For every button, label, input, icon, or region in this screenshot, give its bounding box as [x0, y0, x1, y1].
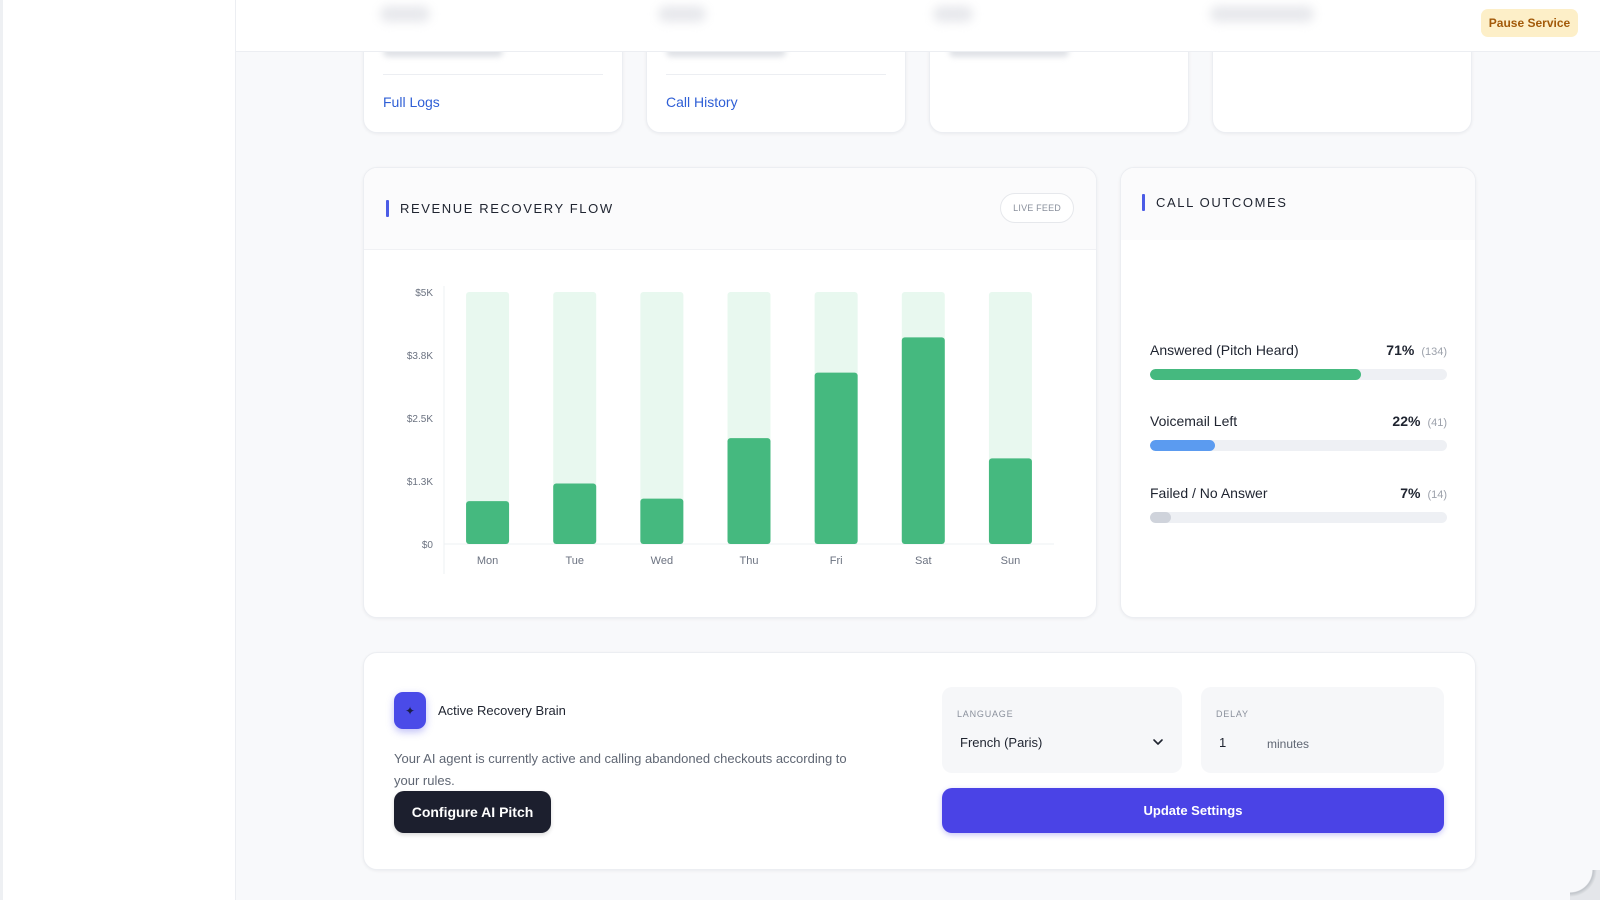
language-select[interactable]: LANGUAGE French (Paris): [942, 687, 1182, 773]
delay-field[interactable]: DELAY 1 minutes: [1201, 687, 1444, 773]
language-value: French (Paris): [960, 735, 1043, 750]
blurred-header-label: [380, 6, 430, 22]
chart-header: REVENUE RECOVERY FLOW LIVE FEED: [364, 168, 1096, 250]
section-title: REVENUE RECOVERY FLOW: [386, 200, 614, 217]
revenue-title: REVENUE RECOVERY FLOW: [400, 201, 614, 216]
divider: [383, 74, 603, 75]
x-tick-label: Tue: [565, 555, 584, 567]
progress-track: [1150, 440, 1447, 451]
capacity-bar: [640, 292, 684, 544]
live-feed-badge: LIVE FEED: [1000, 193, 1074, 223]
delay-input[interactable]: 1: [1219, 735, 1227, 750]
full-logs-link[interactable]: Full Logs: [383, 94, 440, 110]
outcome-percent: 7%: [1400, 485, 1421, 501]
outcome-failed: Failed / No Answer 7% (14): [1150, 485, 1447, 523]
y-tick-label: $5K: [415, 288, 433, 299]
y-tick-label: $3.8K: [407, 351, 433, 362]
blurred-caption: [666, 47, 786, 57]
chevron-down-icon: [1153, 739, 1163, 745]
language-label: LANGUAGE: [957, 709, 1014, 719]
outcome-label: Answered (Pitch Heard): [1150, 342, 1299, 358]
x-tick-label: Wed: [651, 555, 673, 567]
blurred-caption: [949, 47, 1069, 57]
revenue-bar: [466, 501, 510, 544]
sparkle-icon: ✦: [394, 692, 426, 729]
delay-label: DELAY: [1216, 709, 1249, 719]
progress-fill: [1150, 512, 1171, 523]
revenue-bar: [727, 438, 771, 544]
capacity-bar: [553, 292, 597, 544]
capacity-bar: [466, 292, 510, 544]
y-tick-label: $1.3K: [407, 477, 433, 488]
revenue-bar: [553, 483, 597, 544]
progress-fill: [1150, 440, 1216, 451]
brain-title: Active Recovery Brain: [438, 703, 566, 718]
update-settings-button[interactable]: Update Settings: [942, 788, 1444, 833]
configure-ai-pitch-button[interactable]: Configure AI Pitch: [394, 791, 551, 833]
revenue-bar: [988, 458, 1032, 544]
progress-track: [1150, 512, 1447, 523]
blurred-header-label: [933, 6, 973, 22]
x-tick-label: Sat: [915, 555, 932, 567]
outcome-label: Failed / No Answer: [1150, 485, 1268, 501]
revenue-bar-chart: $0 $1.3K $2.5K $3.8K $5K Mon Tue Wed Thu Fri Sat Su…: [407, 286, 1054, 574]
sidebar: [0, 0, 236, 900]
revenue-bar: [814, 372, 858, 544]
outcome-answered: Answered (Pitch Heard) 71% (134): [1150, 342, 1447, 380]
outcome-voicemail: Voicemail Left 22% (41): [1150, 413, 1447, 451]
outcome-label: Voicemail Left: [1150, 413, 1238, 429]
recovery-settings-card: ✦ Active Recovery Brain Your AI agent is…: [363, 652, 1476, 870]
progress-fill: [1150, 369, 1361, 380]
outcomes-header: CALL OUTCOMES: [1121, 168, 1475, 240]
title-accent-bar: [386, 200, 389, 217]
outcome-count: (41): [1427, 417, 1447, 429]
pause-service-button[interactable]: Pause Service: [1481, 9, 1578, 37]
call-outcomes-card: CALL OUTCOMES Answered (Pitch Heard) 71%…: [1120, 167, 1476, 618]
progress-track: [1150, 369, 1447, 380]
blurred-header-label: [1210, 6, 1314, 22]
outcome-count: (134): [1421, 346, 1447, 358]
blurred-header-label: [658, 6, 706, 22]
x-tick-label: Mon: [477, 555, 498, 567]
outcome-count: (14): [1427, 489, 1447, 501]
y-tick-label: $0: [422, 540, 434, 551]
x-tick-label: Sun: [1001, 555, 1021, 567]
top-bar: [236, 0, 1600, 52]
y-tick-label: $2.5K: [407, 414, 433, 425]
divider: [666, 74, 886, 75]
outcome-percent: 71%: [1386, 342, 1415, 358]
outcome-percent: 22%: [1392, 413, 1421, 429]
outcomes-title: CALL OUTCOMES: [1156, 195, 1288, 210]
brain-description: Your AI agent is currently active and ca…: [394, 751, 847, 788]
x-tick-label: Fri: [830, 555, 843, 567]
revenue-recovery-card: REVENUE RECOVERY FLOW LIVE FEED $0 $1.3K $…: [363, 167, 1097, 618]
delay-unit: minutes: [1267, 737, 1310, 751]
revenue-bar: [901, 337, 945, 544]
window-corner: [1570, 870, 1600, 900]
section-title: CALL OUTCOMES: [1142, 194, 1288, 211]
revenue-bar: [640, 498, 684, 544]
call-history-link[interactable]: Call History: [666, 94, 738, 110]
title-accent-bar: [1142, 194, 1145, 211]
blurred-caption: [383, 47, 503, 57]
x-tick-label: Thu: [740, 555, 759, 567]
